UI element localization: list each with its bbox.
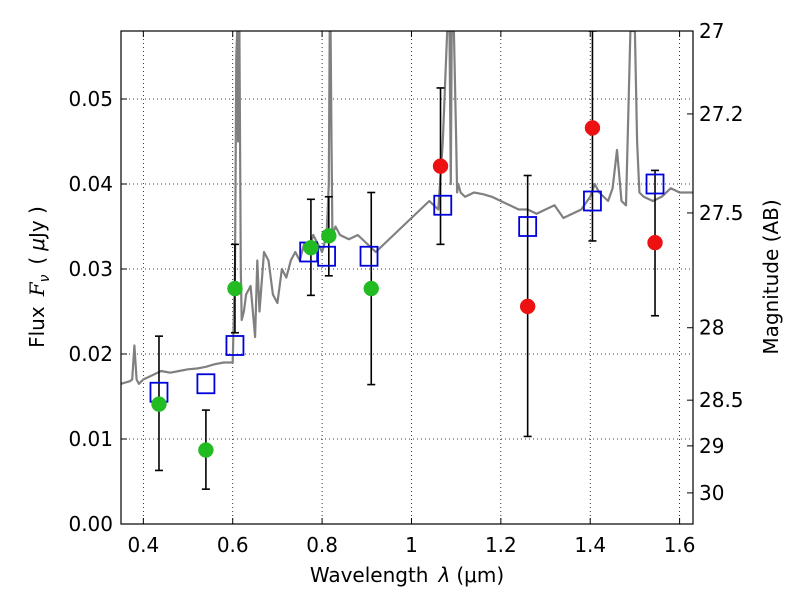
model-square-marker bbox=[518, 216, 538, 237]
y2-tick-label: 29 bbox=[699, 434, 724, 458]
model-square-marker bbox=[359, 245, 379, 267]
x-tick-label: 0.6 bbox=[217, 533, 249, 557]
y-tick-label: 0.01 bbox=[68, 427, 113, 451]
y2-tick-label: 27 bbox=[699, 19, 724, 43]
y-tick-label: 0.02 bbox=[68, 342, 113, 366]
model-square-marker bbox=[225, 335, 245, 356]
plot-area bbox=[121, 31, 693, 524]
x-tick-label: 0.8 bbox=[306, 533, 338, 557]
detection-marker bbox=[303, 240, 319, 256]
model-square-marker bbox=[196, 373, 216, 395]
y2-tick-label: 27.5 bbox=[699, 201, 744, 225]
plot-frame bbox=[120, 30, 694, 525]
y-axis-label: FluxFν(μJy ) bbox=[25, 206, 53, 348]
y2-tick-label: 28.5 bbox=[699, 388, 744, 412]
y2-tick-label: 30 bbox=[699, 481, 724, 505]
y-tick-label: 0.03 bbox=[68, 257, 113, 281]
x-tick-label: 1.2 bbox=[485, 533, 517, 557]
model-square-marker bbox=[317, 245, 336, 267]
axis-ticks: 0.4 0.6 0.8 1 1.2 1.4 1.6 0.00 0.01 0.02 0.03 0.04 0… bbox=[68, 19, 743, 557]
model-square-marker bbox=[645, 173, 665, 195]
detection-marker bbox=[432, 158, 449, 174]
x-tick-label: 0.4 bbox=[127, 533, 159, 557]
y-tick-label: 0.05 bbox=[68, 87, 113, 111]
detection-marker bbox=[227, 280, 243, 297]
detection-marker bbox=[584, 120, 601, 136]
detection-marker bbox=[363, 280, 379, 297]
x-axis-label: Wavelength λ (μm) bbox=[310, 563, 504, 587]
model-square-marker bbox=[433, 194, 453, 216]
y2-axis-label: Magnitude (AB) bbox=[759, 199, 783, 354]
x-tick-label: 1.6 bbox=[664, 533, 696, 557]
y2-tick-label: 27.2 bbox=[699, 102, 744, 126]
y-tick-label: 0.04 bbox=[68, 172, 113, 196]
detection-marker bbox=[321, 228, 337, 244]
y-tick-label: 0.00 bbox=[68, 512, 113, 536]
detection-marker bbox=[519, 298, 536, 315]
x-tick-label: 1.4 bbox=[574, 533, 606, 557]
data-layer bbox=[121, 31, 693, 490]
model-square-marker bbox=[583, 190, 602, 212]
y2-tick-label: 28 bbox=[699, 316, 724, 340]
detection-marker bbox=[647, 234, 663, 251]
detection-marker bbox=[198, 442, 214, 458]
detection-marker bbox=[151, 396, 167, 412]
x-tick-label: 1 bbox=[405, 533, 418, 557]
